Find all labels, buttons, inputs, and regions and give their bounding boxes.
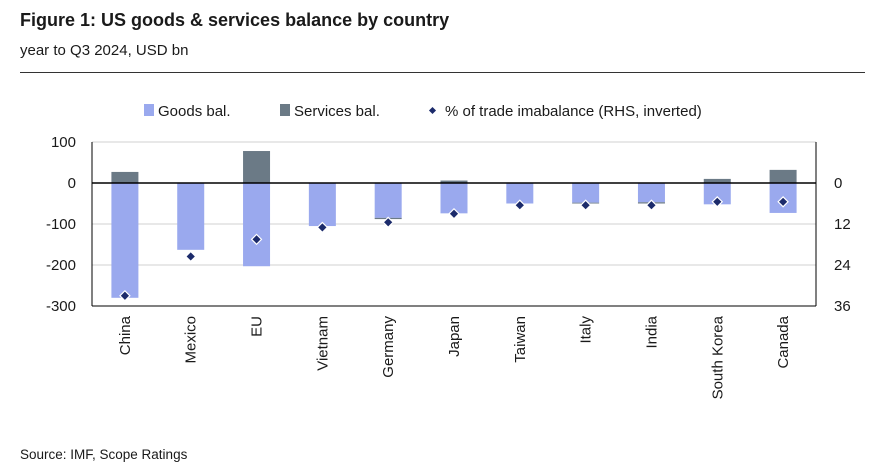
goods-bar <box>703 183 731 205</box>
category-label: China <box>117 315 134 355</box>
goods-bar <box>637 183 665 203</box>
legend-label-services: Services bal. <box>294 103 380 120</box>
legend-swatch-goods <box>144 104 154 116</box>
left-tick-label: 0 <box>68 175 76 192</box>
right-tick-label: 0 <box>834 175 842 192</box>
category-label: Mexico <box>183 316 200 364</box>
services-bar <box>440 180 468 183</box>
right-tick-label: 24 <box>834 257 851 274</box>
percent-marker <box>382 216 394 229</box>
right-tick-label: 36 <box>834 298 851 315</box>
category-label: South Korea <box>709 315 726 399</box>
services-bar <box>243 151 271 183</box>
category-label: Italy <box>578 316 595 344</box>
legend-label-percent: % of trade imabalance (RHS, inverted) <box>445 103 702 120</box>
percent-marker <box>645 199 658 212</box>
legend-label-goods: Goods bal. <box>158 103 231 120</box>
tick-labels: 100 0 -100 -200 -300 0 12 24 36 China Mexico EU Viet… <box>46 134 851 399</box>
category-label: EU <box>249 316 266 337</box>
title-divider <box>20 72 865 73</box>
left-tick-label: -200 <box>46 257 76 274</box>
category-label: Japan <box>446 316 463 357</box>
axes <box>91 142 817 307</box>
left-tick-label: 100 <box>51 134 76 151</box>
percent-marker <box>184 250 197 263</box>
goods-bar <box>243 183 271 267</box>
left-tick-label: -100 <box>46 216 76 233</box>
percent-marker <box>119 289 131 302</box>
right-tick-label: 12 <box>834 216 851 233</box>
category-label: India <box>643 315 660 348</box>
percent-marker <box>316 221 329 234</box>
goods-bar <box>111 183 139 298</box>
left-tick-label: -300 <box>46 298 76 315</box>
goods-bar <box>177 183 205 250</box>
chart-title: Figure 1: US goods & services balance by… <box>20 10 450 30</box>
percent-marker <box>250 233 263 246</box>
goods-bar <box>308 183 336 227</box>
percent-marker <box>514 199 526 212</box>
category-label: Germany <box>380 316 397 378</box>
percent-marker <box>448 207 460 220</box>
gridlines <box>92 141 816 307</box>
services-bar <box>769 169 797 183</box>
services-bar <box>111 171 139 183</box>
legend-marker-percent <box>428 106 437 115</box>
goods-bar <box>506 183 534 204</box>
goods-bar <box>572 183 600 203</box>
chart-area: Goods bal. Services bal. % of trade imab… <box>46 103 851 399</box>
services-bar <box>703 178 731 183</box>
goods-bar <box>374 183 402 218</box>
percent-markers <box>119 195 789 302</box>
percent-marker <box>777 195 789 208</box>
percent-marker <box>711 195 724 208</box>
legend: Goods bal. Services bal. % of trade imab… <box>144 103 702 120</box>
chart-subtitle: year to Q3 2024, USD bn <box>20 42 189 59</box>
category-label: Vietnam <box>314 316 331 371</box>
category-label: Canada <box>775 315 792 368</box>
percent-marker <box>579 199 592 212</box>
legend-swatch-services <box>280 104 290 116</box>
category-label: Taiwan <box>512 316 529 363</box>
source-note: Source: IMF, Scope Ratings <box>20 447 188 462</box>
